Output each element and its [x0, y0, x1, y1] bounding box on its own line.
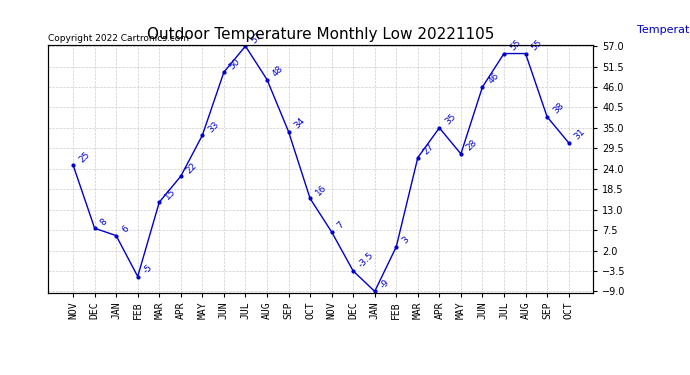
Text: 48: 48 [271, 64, 285, 78]
Text: 34: 34 [293, 116, 307, 130]
Text: 3: 3 [400, 235, 411, 246]
Text: 15: 15 [163, 187, 177, 201]
Text: 22: 22 [185, 161, 199, 175]
Text: 16: 16 [314, 183, 328, 197]
Text: Copyright 2022 Cartronics.com: Copyright 2022 Cartronics.com [48, 33, 189, 42]
Text: -3.5: -3.5 [357, 251, 376, 270]
Text: 31: 31 [573, 127, 587, 142]
Text: 57: 57 [249, 30, 264, 45]
Text: 46: 46 [486, 72, 501, 86]
Text: 33: 33 [206, 120, 221, 134]
Text: 55: 55 [508, 38, 522, 52]
Text: 8: 8 [99, 217, 109, 227]
Text: -9: -9 [379, 278, 391, 290]
Text: 27: 27 [422, 142, 436, 156]
Text: 38: 38 [551, 101, 565, 115]
Text: 35: 35 [443, 112, 457, 127]
Y-axis label: Temperature (°F): Temperature (°F) [637, 25, 690, 35]
Text: 55: 55 [529, 38, 544, 52]
Title: Outdoor Temperature Monthly Low 20221105: Outdoor Temperature Monthly Low 20221105 [147, 27, 495, 42]
Text: 25: 25 [77, 150, 91, 164]
Text: 50: 50 [228, 57, 242, 71]
Text: 7: 7 [335, 220, 346, 231]
Text: 28: 28 [465, 138, 479, 153]
Text: 6: 6 [120, 224, 130, 234]
Text: -5: -5 [141, 262, 155, 275]
